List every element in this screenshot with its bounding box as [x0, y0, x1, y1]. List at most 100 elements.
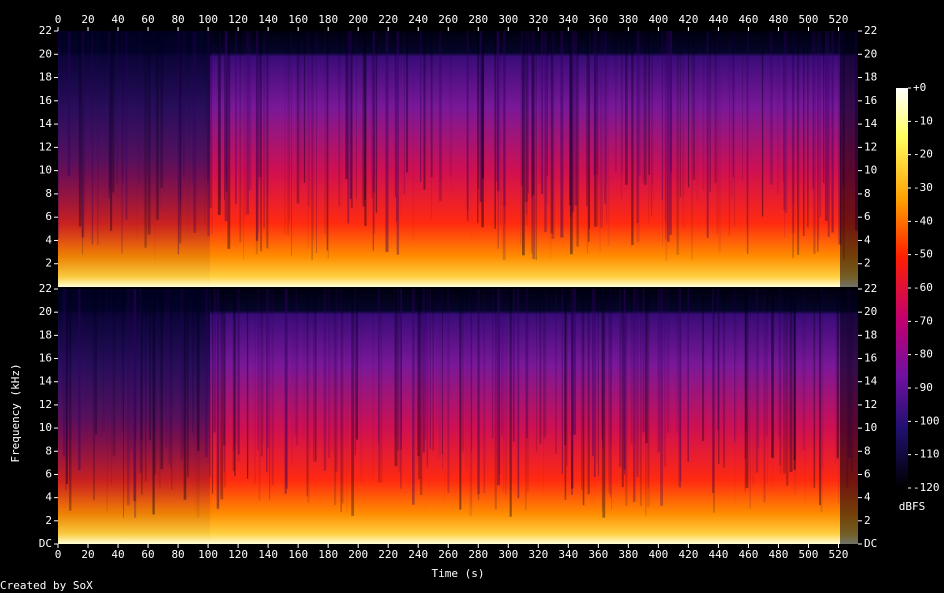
x-tick-label: 520: [829, 548, 849, 561]
spectrogram-streak: [232, 289, 236, 472]
spectrogram-streak: [520, 31, 522, 245]
spectrogram-streak: [466, 31, 469, 210]
spectrogram-streak: [660, 289, 664, 506]
y-tick-label-right: 14: [864, 375, 878, 388]
spectrogram-streak: [477, 31, 480, 190]
spectrogram-streak: [91, 31, 94, 245]
spectrogram-streak: [608, 289, 611, 494]
spectrogram-streak: [134, 289, 137, 440]
spectrogram-streak: [543, 289, 545, 494]
spectrogram-streak: [789, 289, 793, 472]
spectrogram-streak: [248, 31, 252, 191]
spectrogram-streak: [761, 31, 764, 217]
x-tick-label: 0: [55, 13, 62, 26]
spectrogram-streak: [206, 31, 210, 182]
spectrogram-streak: [423, 31, 426, 190]
x-tick-label: 20: [81, 13, 94, 26]
spectrogram-streak: [338, 31, 340, 207]
spectrogram-streak: [479, 31, 481, 173]
spectrogram-streak: [531, 31, 533, 199]
spectrogram-streak: [258, 31, 261, 181]
spectrogram-streak: [502, 31, 506, 260]
spectrogram-streak: [67, 31, 71, 176]
colorbar-tick-label: -50: [913, 248, 933, 261]
spectrogram-streak: [477, 31, 479, 224]
spectrogram-streak: [97, 31, 99, 245]
spectrogram-streak: [586, 31, 588, 207]
spectrogram-streak: [594, 31, 597, 228]
y-tick-label-right: 20: [864, 305, 877, 318]
spectrogram-streak: [266, 289, 268, 473]
spectrogram-streak: [527, 31, 529, 194]
spectrogram-streak: [538, 31, 541, 184]
spectrogram-streak: [604, 31, 607, 204]
spectrogram-streak: [257, 289, 259, 451]
x-tick-label: 160: [288, 548, 308, 561]
spectrogram-streak: [650, 31, 652, 217]
colorbar: [896, 88, 908, 488]
spectrogram-streak: [121, 289, 124, 431]
spectrogram-streak: [378, 289, 380, 483]
spectrogram-streak: [328, 289, 330, 459]
spectrogram-streak: [702, 289, 705, 442]
spectrogram-streak: [477, 289, 480, 501]
spectrogram-streak: [744, 289, 747, 459]
spectrogram-streak: [219, 31, 221, 199]
spectrogram-streak: [67, 31, 68, 183]
spectrogram-streak: [438, 31, 442, 202]
spectrogram-streak: [696, 31, 699, 201]
x-tick-label: 260: [438, 13, 458, 26]
spectrogram-streak: [526, 31, 528, 215]
spectrogram-streak: [751, 289, 755, 486]
spectrogram-streak: [614, 31, 617, 173]
spectrogram-streak: [465, 289, 468, 469]
spectrogram-streak: [262, 289, 264, 443]
spectrogram-streak: [497, 31, 500, 192]
spectrogram-streak: [746, 31, 749, 254]
spectrogram-streak: [466, 31, 468, 219]
spectrogram-streak: [266, 31, 269, 249]
spectrogram-streak: [142, 31, 144, 202]
spectrogram-streak: [813, 289, 816, 488]
y-tick-label: 2: [45, 514, 52, 527]
spectrogram-streak: [834, 289, 837, 465]
y-tick-label: 4: [45, 491, 52, 504]
spectrogram-streak: [188, 31, 189, 236]
spectrogram-streak: [86, 289, 88, 442]
spectrogram-streak: [408, 31, 410, 177]
colorbar-label: dBFS: [899, 500, 926, 513]
spectrogram-streak: [601, 289, 603, 510]
spectrogram-streak: [471, 31, 472, 240]
spectrogram-streak: [213, 289, 216, 433]
spectrogram-streak: [153, 289, 157, 475]
y-tick-label: 14: [39, 375, 53, 388]
spectrogram-streak: [792, 31, 794, 258]
y-tick-label: 12: [39, 140, 52, 153]
spectrogram-streak: [177, 31, 179, 255]
spectrogram-streak: [776, 31, 780, 194]
colorbar-tick-label: +0: [913, 81, 926, 94]
spectrogram-streak: [94, 289, 98, 435]
spectrogram-streak: [716, 31, 719, 234]
spectrogram-streak: [258, 31, 259, 234]
spectrogram-streak: [512, 289, 515, 442]
y-tick-label-right: 8: [864, 444, 871, 457]
spectrogram-streak: [116, 31, 119, 184]
spectrogram-streak: [139, 289, 142, 473]
spectrogram-streak: [550, 31, 553, 234]
spectrogram-streak: [284, 31, 286, 235]
spectrogram-streak: [601, 289, 604, 440]
spectrogram-streak: [159, 31, 161, 210]
spectrogram-streak: [187, 289, 189, 477]
x-tick-label: 120: [228, 13, 248, 26]
spectrogram-streak: [588, 31, 590, 229]
spectrogram-streak: [607, 31, 610, 246]
spectrogram-streak: [263, 31, 265, 229]
spectrogram-streak: [599, 31, 601, 253]
spectrogram-streak: [587, 31, 589, 254]
y-tick-label-right: 4: [864, 491, 871, 504]
spectrogram-streak: [600, 31, 603, 228]
spectrogram-streak: [631, 31, 634, 246]
spectrogram-streak: [609, 289, 613, 444]
x-tick-label: 240: [408, 13, 428, 26]
